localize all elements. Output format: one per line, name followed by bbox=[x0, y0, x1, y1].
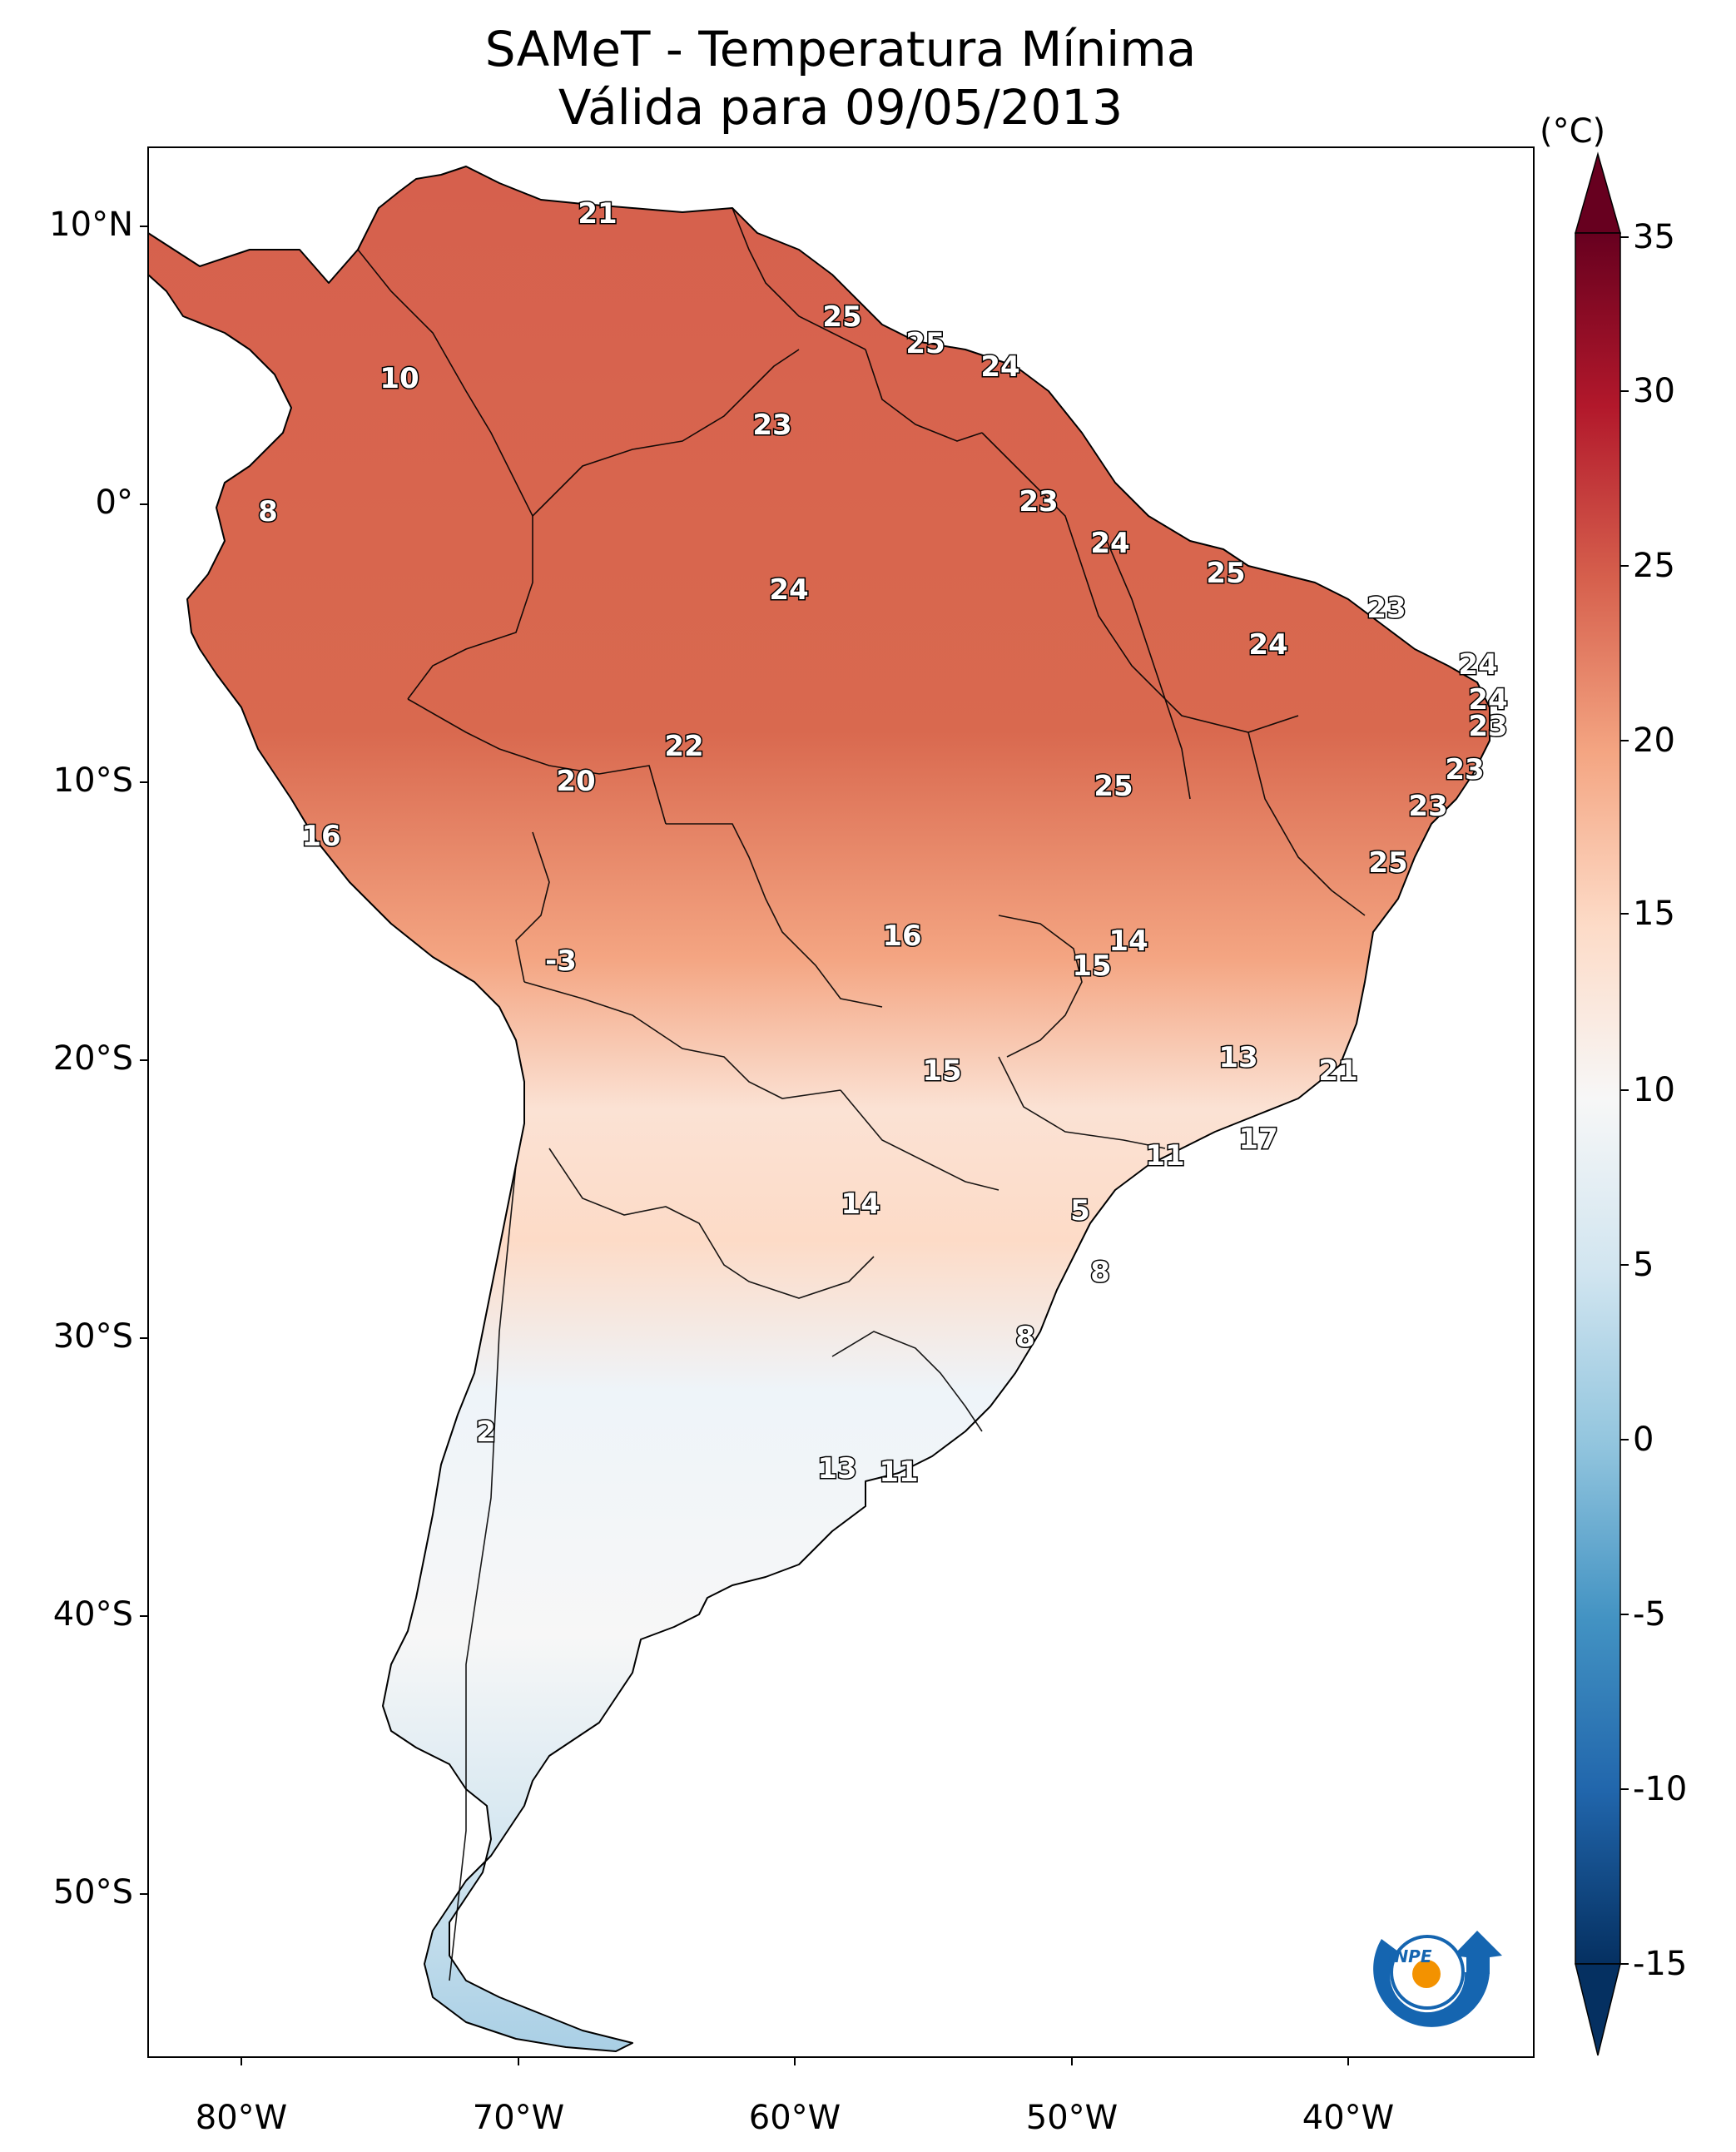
station-value: 25 bbox=[822, 300, 861, 334]
station-value: 11 bbox=[879, 1455, 918, 1489]
colorbar-tick-label: 15 bbox=[1633, 895, 1675, 933]
colorbar-tick-label: 10 bbox=[1633, 1071, 1675, 1109]
colorbar-tick-label: 0 bbox=[1633, 1421, 1654, 1459]
colorbar-tick-label: -15 bbox=[1633, 1945, 1688, 1983]
station-value: 25 bbox=[1368, 846, 1407, 880]
lat-label-20s: 20°S bbox=[52, 1039, 133, 1078]
station-value: 8 bbox=[1015, 1321, 1035, 1354]
station-value: 23 bbox=[752, 409, 791, 442]
station-value: 8 bbox=[1090, 1256, 1110, 1289]
station-value: 23 bbox=[1408, 790, 1447, 823]
station-value: 14 bbox=[1109, 925, 1148, 958]
inpe-logo-text: INPE bbox=[1388, 1946, 1432, 1966]
map-plot-area bbox=[148, 166, 1490, 2052]
station-value: 14 bbox=[841, 1188, 880, 1221]
station-value: 24 bbox=[769, 573, 808, 607]
map-title: SAMeT - Temperatura Mínima bbox=[484, 21, 1197, 77]
station-value: 23 bbox=[1366, 592, 1406, 625]
lat-label-50s: 50°S bbox=[52, 1873, 133, 1912]
station-value: 15 bbox=[1072, 950, 1111, 983]
station-value: 24 bbox=[1090, 527, 1129, 560]
station-value: 15 bbox=[922, 1054, 961, 1088]
station-value: 20 bbox=[556, 765, 595, 798]
station-value: 23 bbox=[1468, 710, 1507, 743]
station-value: 10 bbox=[379, 362, 419, 395]
station-value: 21 bbox=[578, 197, 617, 231]
inpe-logo: INPE bbox=[1373, 1931, 1502, 2027]
lat-label-0: 0° bbox=[95, 483, 133, 522]
station-value: 25 bbox=[905, 327, 945, 360]
axis-ticks bbox=[140, 226, 1349, 2065]
station-value: 23 bbox=[1019, 485, 1058, 518]
station-value: 25 bbox=[1094, 770, 1133, 803]
lon-label-80w: 80°W bbox=[195, 2099, 288, 2137]
colorbar-tick-label: 35 bbox=[1633, 218, 1675, 256]
station-value: 24 bbox=[1458, 648, 1497, 682]
station-value: 16 bbox=[882, 920, 921, 953]
map-frame bbox=[147, 146, 1535, 2058]
colorbar bbox=[1575, 151, 1629, 2056]
colorbar-tick-label: 30 bbox=[1633, 372, 1675, 410]
station-value: 11 bbox=[1145, 1139, 1184, 1173]
station-value: 13 bbox=[1218, 1041, 1257, 1074]
station-value: 24 bbox=[1248, 628, 1287, 662]
colorbar-tick-label: 25 bbox=[1633, 547, 1675, 585]
station-value: 24 bbox=[1468, 683, 1507, 717]
colorbar-tick-label: -5 bbox=[1633, 1595, 1666, 1634]
station-value: 2 bbox=[476, 1416, 496, 1449]
lon-label-40w: 40°W bbox=[1302, 2099, 1395, 2137]
colorbar-unit: (°C) bbox=[1540, 112, 1606, 151]
station-value: 8 bbox=[258, 495, 278, 528]
station-value: 21 bbox=[1318, 1054, 1357, 1088]
lon-label-50w: 50°W bbox=[1025, 2099, 1118, 2137]
lat-label-40s: 40°S bbox=[52, 1595, 133, 1634]
station-value: 25 bbox=[1206, 557, 1245, 590]
lat-label-10n: 10°N bbox=[49, 206, 133, 244]
lat-label-30s: 30°S bbox=[52, 1317, 133, 1356]
station-value: 23 bbox=[1445, 753, 1484, 786]
station-value: 5 bbox=[1070, 1194, 1090, 1227]
colorbar-tick-label: -10 bbox=[1633, 1770, 1688, 1808]
south-america-landmass bbox=[148, 166, 1490, 2052]
lon-label-60w: 60°W bbox=[748, 2099, 841, 2137]
station-value-labels: 21 25 25 24 10 23 8 23 24 24 25 23 24 24… bbox=[257, 196, 1510, 1490]
map-subtitle: Válida para 09/05/2013 bbox=[558, 79, 1123, 136]
station-value: 22 bbox=[664, 730, 703, 763]
station-value: 17 bbox=[1238, 1123, 1277, 1156]
lon-label-70w: 70°W bbox=[472, 2099, 565, 2137]
station-value: 13 bbox=[817, 1452, 856, 1485]
station-value: 24 bbox=[980, 350, 1019, 384]
station-value: -3 bbox=[545, 945, 577, 978]
country-borders bbox=[357, 207, 1366, 1981]
lat-label-10s: 10°S bbox=[52, 761, 133, 800]
colorbar-tick-label: 5 bbox=[1633, 1246, 1654, 1284]
colorbar-tick-label: 20 bbox=[1633, 721, 1675, 760]
station-value: 16 bbox=[301, 820, 340, 853]
